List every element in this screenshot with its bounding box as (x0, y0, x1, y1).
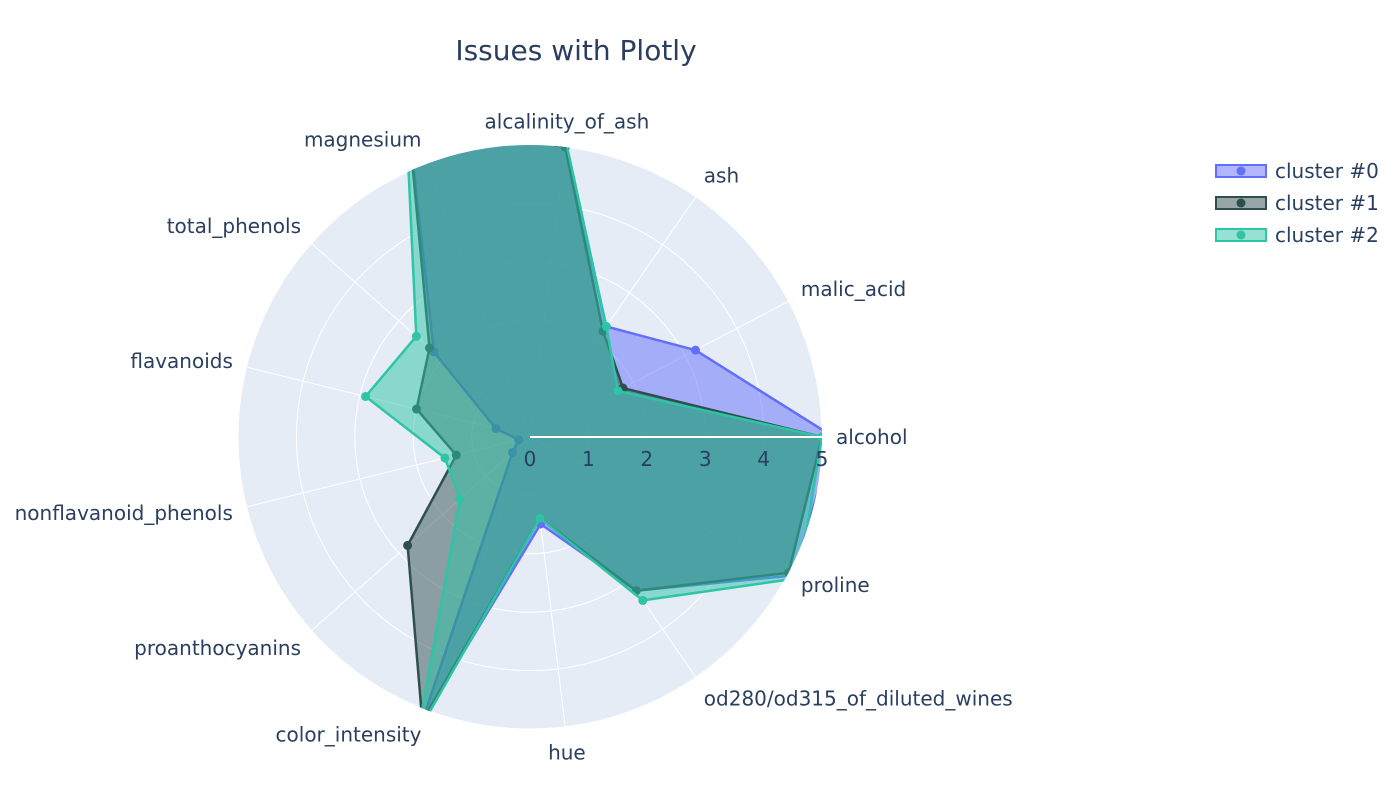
data-point[interactable] (789, 570, 799, 580)
angular-axis-label: od280/od315_of_diluted_wines (704, 687, 1013, 711)
data-point[interactable] (403, 110, 412, 119)
chart-title: Issues with Plotly (455, 34, 696, 67)
legend-label: cluster #0 (1275, 159, 1379, 183)
radial-tick-label: 1 (582, 447, 595, 471)
legend: cluster #0 cluster #1 cluster #2 (1215, 159, 1379, 247)
radial-tick-label: 4 (757, 447, 770, 471)
radial-tick-label: 3 (699, 447, 712, 471)
legend-item[interactable]: cluster #0 (1215, 159, 1379, 183)
data-point[interactable] (638, 595, 648, 605)
traces (361, 105, 827, 729)
angular-axis-label: magnesium (304, 128, 422, 152)
radial-tick-label: 0 (524, 447, 537, 471)
angular-axis-label: malic_acid (801, 277, 906, 301)
legend-marker (1236, 230, 1246, 240)
data-point[interactable] (561, 137, 571, 146)
series-area (364, 145, 822, 729)
angular-axis-label: proanthocyanins (134, 636, 301, 660)
polar-area: 0 1 2 3 4 5 alcohol malic_acid ash alcalinity_of_… (15, 105, 1013, 765)
angular-axis-label: nonflavanoid_phenols (15, 501, 233, 525)
legend-item[interactable]: cluster #2 (1215, 223, 1379, 247)
legend-item[interactable]: cluster #1 (1215, 191, 1379, 215)
data-point[interactable] (601, 321, 611, 331)
data-point[interactable] (613, 386, 623, 396)
data-point[interactable] (817, 432, 827, 442)
legend-marker (1236, 166, 1246, 176)
data-point[interactable] (403, 110, 412, 119)
angular-axis-label: flavanoids (130, 349, 233, 373)
angular-axis-label: alcalinity_of_ash (485, 109, 650, 133)
angular-axis-label: color_intensity (276, 722, 422, 746)
legend-label: cluster #1 (1275, 191, 1379, 215)
legend-label: cluster #2 (1275, 223, 1379, 247)
data-point[interactable] (403, 540, 413, 550)
angular-axis-label: ash (704, 163, 739, 187)
angular-axis-label: alcohol (836, 425, 908, 449)
data-point[interactable] (401, 105, 410, 114)
data-point[interactable] (411, 331, 421, 341)
data-point[interactable] (535, 513, 545, 523)
radial-tick-label: 5 (816, 447, 829, 471)
angular-axis-label: total_phenols (167, 214, 301, 238)
angular-axis-label: hue (548, 741, 586, 765)
data-point[interactable] (690, 345, 700, 355)
series-2 (361, 105, 827, 729)
data-point[interactable] (361, 391, 371, 401)
radial-tick-label: 2 (640, 447, 653, 471)
angular-axis-label: proline (801, 573, 870, 597)
data-point[interactable] (455, 494, 465, 504)
data-point[interactable] (440, 453, 450, 463)
legend-marker (1236, 198, 1246, 208)
